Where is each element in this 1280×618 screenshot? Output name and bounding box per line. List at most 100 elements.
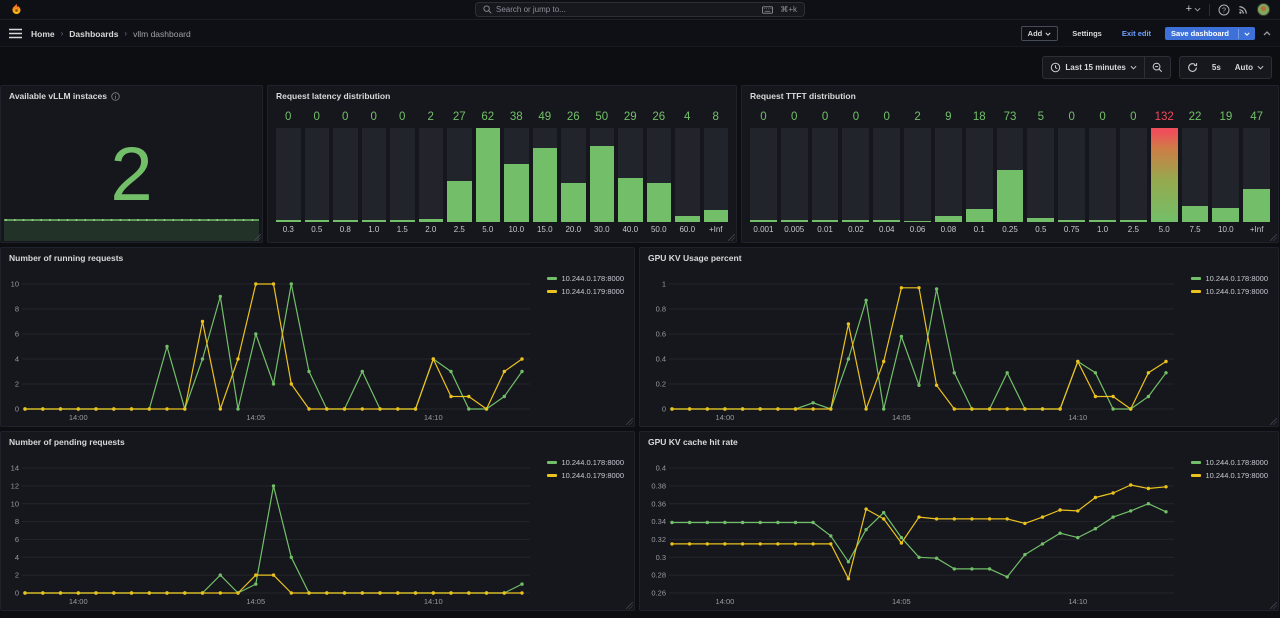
bar-track <box>1243 128 1271 222</box>
data-point <box>687 407 692 411</box>
data-point <box>846 577 851 581</box>
help-icon[interactable]: ? <box>1218 4 1230 16</box>
series-line <box>25 283 523 410</box>
panel-resize-handle[interactable] <box>254 234 261 241</box>
bar-value: 0 <box>285 111 292 123</box>
data-point <box>1111 515 1115 519</box>
grafana-logo-icon[interactable] <box>10 3 23 16</box>
auto-refresh-dropdown[interactable]: Auto <box>1228 57 1271 78</box>
y-axis-tick: 0.28 <box>651 571 666 580</box>
panel-resize-handle[interactable] <box>626 602 633 609</box>
refresh-interval-label[interactable]: 5s <box>1211 63 1221 72</box>
divider <box>1143 57 1145 78</box>
bar-track <box>1181 128 1209 222</box>
data-point <box>1076 509 1080 513</box>
sparkline-point <box>251 219 254 221</box>
add-button[interactable]: Add <box>1020 25 1059 42</box>
bar-bucket-15.0: 49 15.0 <box>532 110 557 237</box>
data-point <box>325 591 329 595</box>
save-options-caret[interactable] <box>1238 28 1255 39</box>
panel-title[interactable]: Number of pending requests <box>9 437 125 447</box>
data-point <box>307 369 311 374</box>
bar-bucket-50.0: 26 50.0 <box>646 110 671 237</box>
data-point <box>218 407 222 411</box>
data-point <box>200 357 205 361</box>
legend-item[interactable]: 10.244.0.178:8000 <box>547 274 624 283</box>
panel-resize-handle[interactable] <box>1270 602 1277 609</box>
data-point <box>112 407 116 411</box>
x-axis-tick: 14:10 <box>424 413 443 422</box>
sparkline-point <box>110 219 113 221</box>
zoom-out-button[interactable] <box>1145 57 1170 78</box>
refresh-button[interactable] <box>1180 57 1205 78</box>
legend-item[interactable]: 10.244.0.179:8000 <box>547 287 624 296</box>
breadcrumb-dashboards[interactable]: Dashboards <box>69 28 119 39</box>
panel-resize-handle[interactable] <box>1270 418 1277 425</box>
panel-title-text: Number of pending requests <box>9 437 125 447</box>
avatar[interactable] <box>1257 3 1270 16</box>
chart-legend: 10.244.0.178:8000 10.244.0.179:8000 <box>547 458 624 480</box>
bar-fill <box>304 220 329 222</box>
legend-item[interactable]: 10.244.0.178:8000 <box>1191 274 1268 283</box>
data-point <box>723 542 727 546</box>
data-point <box>882 517 886 521</box>
data-point <box>970 567 974 571</box>
bar-fill <box>1243 188 1271 222</box>
panel-request-latency: Request latency distribution 0 0.3 0 0.5 0 0.… <box>267 85 737 243</box>
data-point <box>705 520 709 525</box>
legend-item[interactable]: 10.244.0.179:8000 <box>1191 471 1268 480</box>
data-point <box>41 407 45 411</box>
news-icon[interactable] <box>1238 4 1249 15</box>
data-point <box>864 527 868 532</box>
legend-item[interactable]: 10.244.0.178:8000 <box>547 458 624 467</box>
data-point <box>1058 508 1062 512</box>
data-point <box>129 591 134 595</box>
data-point <box>520 591 524 595</box>
panel-title[interactable]: GPU KV Usage percent <box>648 253 742 263</box>
y-axis-tick: 14 <box>11 464 19 473</box>
legend-item[interactable]: 10.244.0.179:8000 <box>547 471 624 480</box>
panel-resize-handle[interactable] <box>1270 234 1277 241</box>
sparkline-point <box>163 219 166 221</box>
settings-button[interactable]: Settings <box>1072 28 1102 38</box>
sparkline-point <box>84 219 87 221</box>
collapse-toolbar-icon[interactable] <box>1263 31 1271 36</box>
panel-title[interactable]: Number of running requests <box>9 253 123 263</box>
sparkline-point <box>145 219 148 221</box>
bar-value: 0 <box>1130 111 1137 123</box>
data-point <box>758 520 762 525</box>
bar-track <box>750 128 777 222</box>
save-dashboard-button[interactable]: Save dashboard <box>1165 26 1255 41</box>
legend-item[interactable]: 10.244.0.178:8000 <box>1191 458 1268 467</box>
menu-icon[interactable] <box>9 28 22 39</box>
panel-title[interactable]: GPU KV cache hit rate <box>648 437 738 447</box>
data-point <box>520 357 524 361</box>
panel-title[interactable]: Request latency distribution <box>276 91 390 101</box>
data-point <box>147 407 151 411</box>
bar-track <box>618 128 643 222</box>
sparkline-point <box>225 219 227 221</box>
legend-item[interactable]: 10.244.0.179:8000 <box>1191 287 1268 296</box>
time-range-picker[interactable]: Last 15 minutes <box>1043 57 1143 78</box>
bar-track <box>1119 128 1147 222</box>
bar-fill <box>1181 206 1209 222</box>
search-input[interactable]: Search or jump to... ⌘+k <box>475 2 805 17</box>
bar-track <box>1089 128 1116 222</box>
bar-fill <box>390 220 415 222</box>
bar-value: 0 <box>313 111 320 123</box>
breadcrumb-home[interactable]: Home <box>31 28 55 39</box>
panel-resize-handle[interactable] <box>728 234 735 241</box>
y-axis-tick: 10 <box>11 499 19 508</box>
exit-edit-button[interactable]: Exit edit <box>1121 28 1152 38</box>
panel-resize-handle[interactable] <box>626 418 633 425</box>
data-point <box>112 591 116 595</box>
panel-title[interactable]: Request TTFT distribution <box>750 91 856 101</box>
panel-title[interactable]: Available vLLM instaces <box>9 91 120 101</box>
bar-bucket-+Inf: 8 +Inf <box>703 110 728 237</box>
info-icon[interactable] <box>111 91 120 101</box>
data-point <box>396 591 400 595</box>
data-point <box>200 591 205 595</box>
bar-fill <box>703 209 728 222</box>
data-point <box>1023 552 1027 557</box>
new-menu-button[interactable]: + <box>1186 4 1201 15</box>
